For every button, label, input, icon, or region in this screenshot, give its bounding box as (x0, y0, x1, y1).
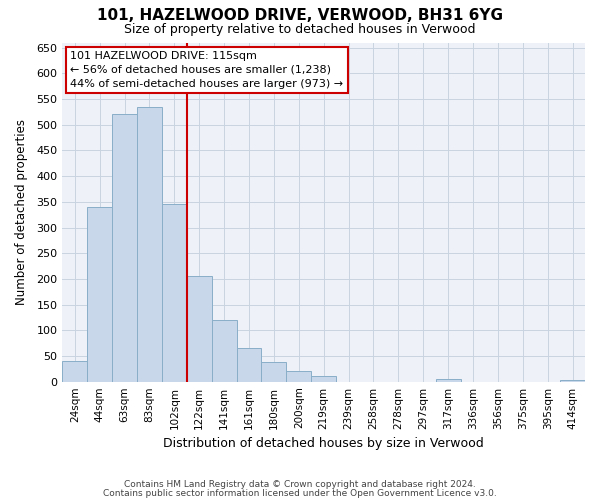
Bar (87, 207, 112, 382)
Bar (236, 348, 262, 382)
Bar (286, 372, 311, 382)
Bar (137, 106, 162, 382)
Bar (262, 362, 286, 382)
Bar (436, 379, 461, 382)
Text: Contains HM Land Registry data © Crown copyright and database right 2024.: Contains HM Land Registry data © Crown c… (124, 480, 476, 489)
Bar (162, 204, 187, 382)
Text: 101 HAZELWOOD DRIVE: 115sqm
← 56% of detached houses are smaller (1,238)
44% of : 101 HAZELWOOD DRIVE: 115sqm ← 56% of det… (70, 51, 343, 89)
Text: 101, HAZELWOOD DRIVE, VERWOOD, BH31 6YG: 101, HAZELWOOD DRIVE, VERWOOD, BH31 6YG (97, 8, 503, 22)
X-axis label: Distribution of detached houses by size in Verwood: Distribution of detached houses by size … (163, 437, 484, 450)
Bar (560, 380, 585, 382)
Text: Size of property relative to detached houses in Verwood: Size of property relative to detached ho… (124, 22, 476, 36)
Bar (212, 320, 236, 382)
Y-axis label: Number of detached properties: Number of detached properties (15, 119, 28, 305)
Bar (62, 361, 87, 382)
Bar (112, 114, 137, 382)
Bar (187, 276, 212, 382)
Text: Contains public sector information licensed under the Open Government Licence v3: Contains public sector information licen… (103, 488, 497, 498)
Bar (311, 376, 336, 382)
